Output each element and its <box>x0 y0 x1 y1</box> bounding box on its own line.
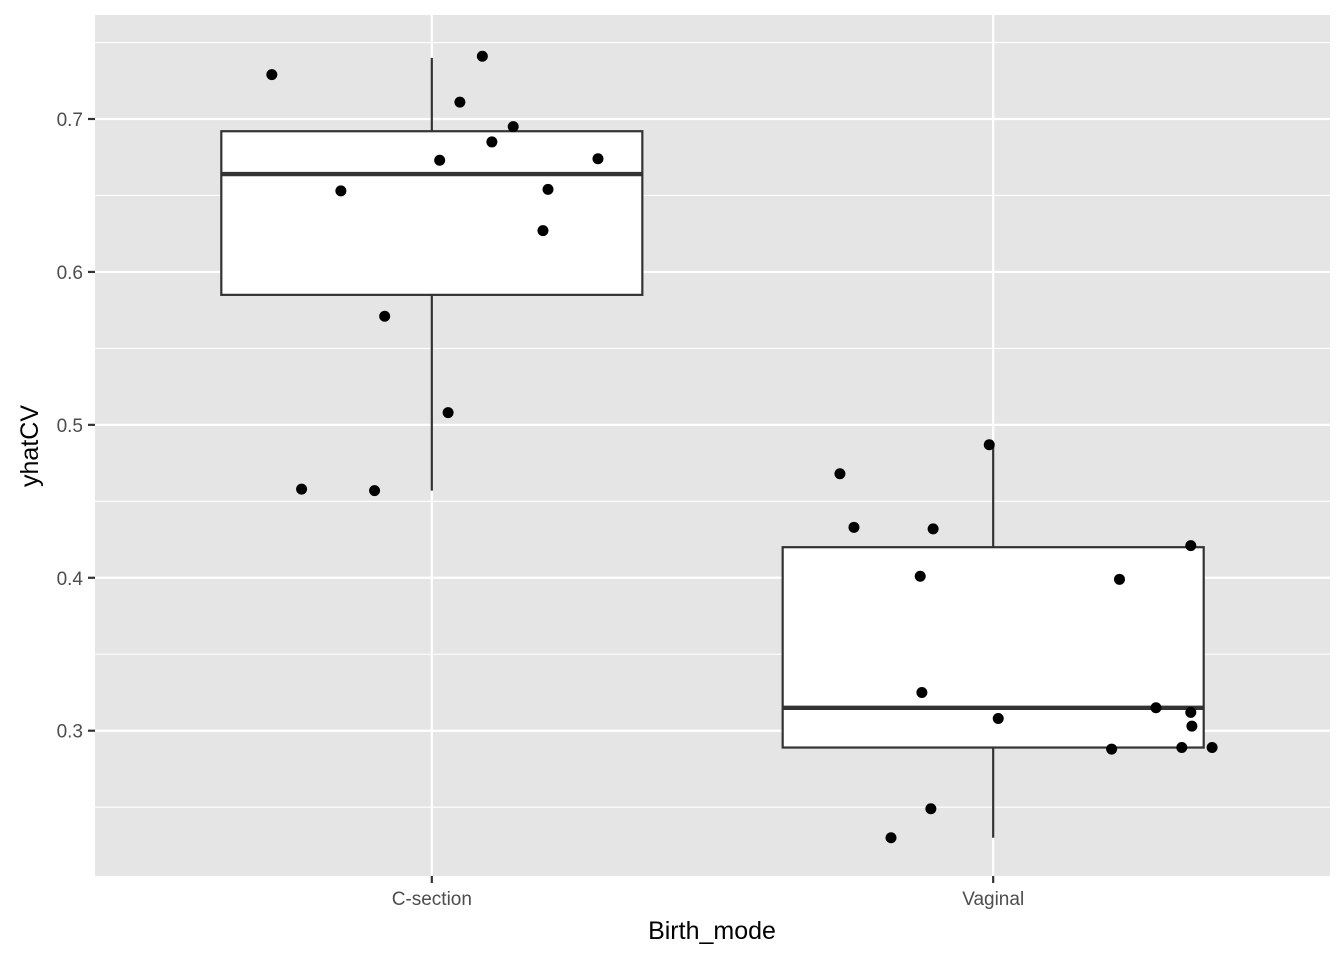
data-point <box>1185 706 1197 718</box>
data-point <box>442 407 454 419</box>
data-point <box>542 183 554 195</box>
box-iqr <box>220 130 644 296</box>
data-point <box>379 310 391 322</box>
minor-gridlines <box>95 41 1330 808</box>
boxes-layer <box>220 57 1205 838</box>
data-point <box>1185 540 1197 552</box>
data-point <box>592 153 604 165</box>
data-point <box>834 468 846 480</box>
x-axis-title: Birth_mode <box>648 917 776 945</box>
data-point <box>925 803 937 815</box>
data-point <box>1150 702 1162 714</box>
y-axis: 0.3 0.4 0.5 0.6 0.7 <box>57 110 95 743</box>
data-point <box>848 521 860 533</box>
data-point <box>486 136 498 148</box>
data-point <box>454 96 466 108</box>
data-point <box>1106 743 1118 755</box>
data-point <box>1176 742 1188 754</box>
data-point <box>266 69 278 81</box>
y-tick-label: 0.5 <box>57 416 83 437</box>
data-point <box>992 712 1004 724</box>
data-point <box>296 483 308 495</box>
data-point <box>335 185 347 197</box>
y-axis-title: yhatCV <box>16 405 44 487</box>
y-tick-label: 0.3 <box>57 722 83 743</box>
y-tick-label: 0.6 <box>57 263 83 284</box>
data-point <box>434 154 446 166</box>
data-point <box>885 832 897 844</box>
data-point <box>476 50 488 62</box>
points-layer <box>266 50 1218 844</box>
data-point <box>1113 573 1125 585</box>
data-point <box>983 439 995 451</box>
x-axis: C-section Vaginal <box>392 876 1024 910</box>
data-point <box>1206 742 1218 754</box>
data-point <box>927 523 939 535</box>
data-point <box>914 570 926 582</box>
data-point <box>916 686 928 698</box>
box-iqr <box>781 546 1205 749</box>
x-tick-label: Vaginal <box>962 889 1024 910</box>
box-c-section <box>220 57 644 491</box>
data-point <box>507 121 519 133</box>
data-point <box>1186 720 1198 732</box>
y-tick-label: 0.7 <box>57 110 83 131</box>
x-tick-label: C-section <box>392 889 472 910</box>
box-vaginal <box>781 444 1205 838</box>
data-point <box>537 225 549 237</box>
data-point <box>369 485 381 497</box>
y-tick-label: 0.4 <box>57 569 84 590</box>
